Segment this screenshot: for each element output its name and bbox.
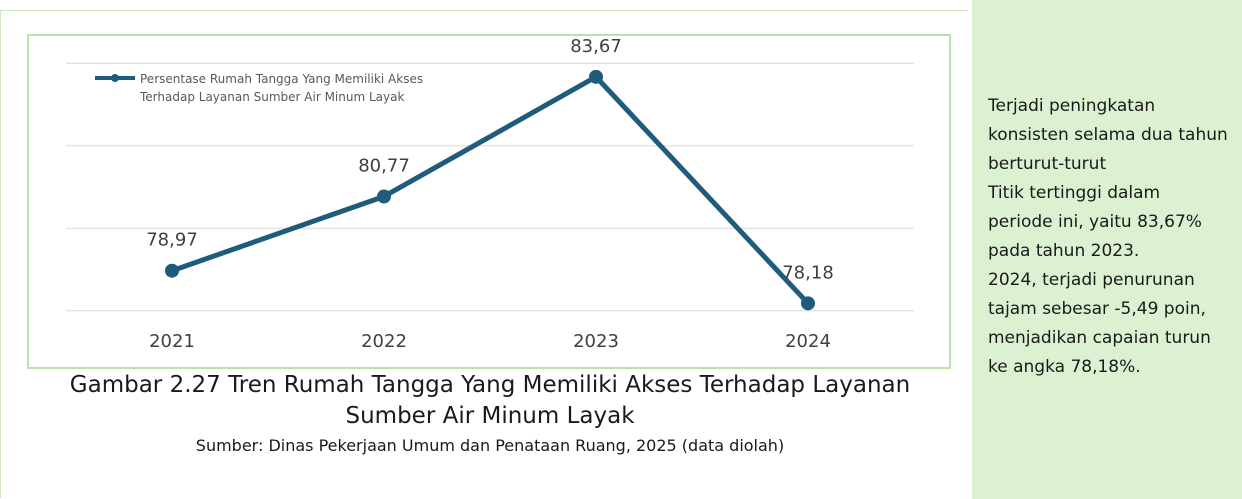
caption: Gambar 2.27 Tren Rumah Tangga Yang Memil… bbox=[40, 370, 940, 460]
frame bbox=[0, 10, 968, 498]
caption-source: Sumber: Dinas Pekerjaan Umum dan Penataa… bbox=[195, 436, 785, 455]
series-line bbox=[171, 74, 810, 306]
caption-title: Gambar 2.27 Tren Rumah Tangga Yang Memil… bbox=[69, 372, 911, 429]
legend-label: Persentase Rumah Tangga Yang Memiliki Ak… bbox=[140, 72, 424, 104]
x-tick-label: 2024 bbox=[785, 331, 831, 352]
x-tick-label: 2023 bbox=[573, 331, 619, 352]
chart-border bbox=[27, 34, 951, 369]
x-tick-label: 2022 bbox=[361, 331, 407, 352]
data-label: 78,18 bbox=[782, 262, 834, 283]
note: 2024, terjadi penurunan tajam sebesar -5… bbox=[988, 270, 1211, 377]
data-point bbox=[165, 263, 179, 278]
data-label: 78,97 bbox=[146, 230, 198, 251]
note: Titik tertinggi dalam periode ini, yaitu… bbox=[988, 183, 1202, 261]
data-label: 80,77 bbox=[358, 155, 410, 176]
x-tick-label: 2021 bbox=[149, 331, 195, 352]
data-point bbox=[377, 189, 391, 204]
side-panel: Terjadi peningkatan konsisten selama dua… bbox=[972, 0, 1242, 499]
chart: 2021 2022 2023 2024 78,97 80,77 83,67 78,18 bbox=[27, 34, 951, 369]
data-point bbox=[801, 296, 815, 311]
note: Terjadi peningkatan konsisten selama dua… bbox=[988, 96, 1228, 174]
legend-marker bbox=[111, 74, 119, 82]
data-label: 83,67 bbox=[570, 36, 622, 57]
data-point bbox=[589, 69, 603, 84]
